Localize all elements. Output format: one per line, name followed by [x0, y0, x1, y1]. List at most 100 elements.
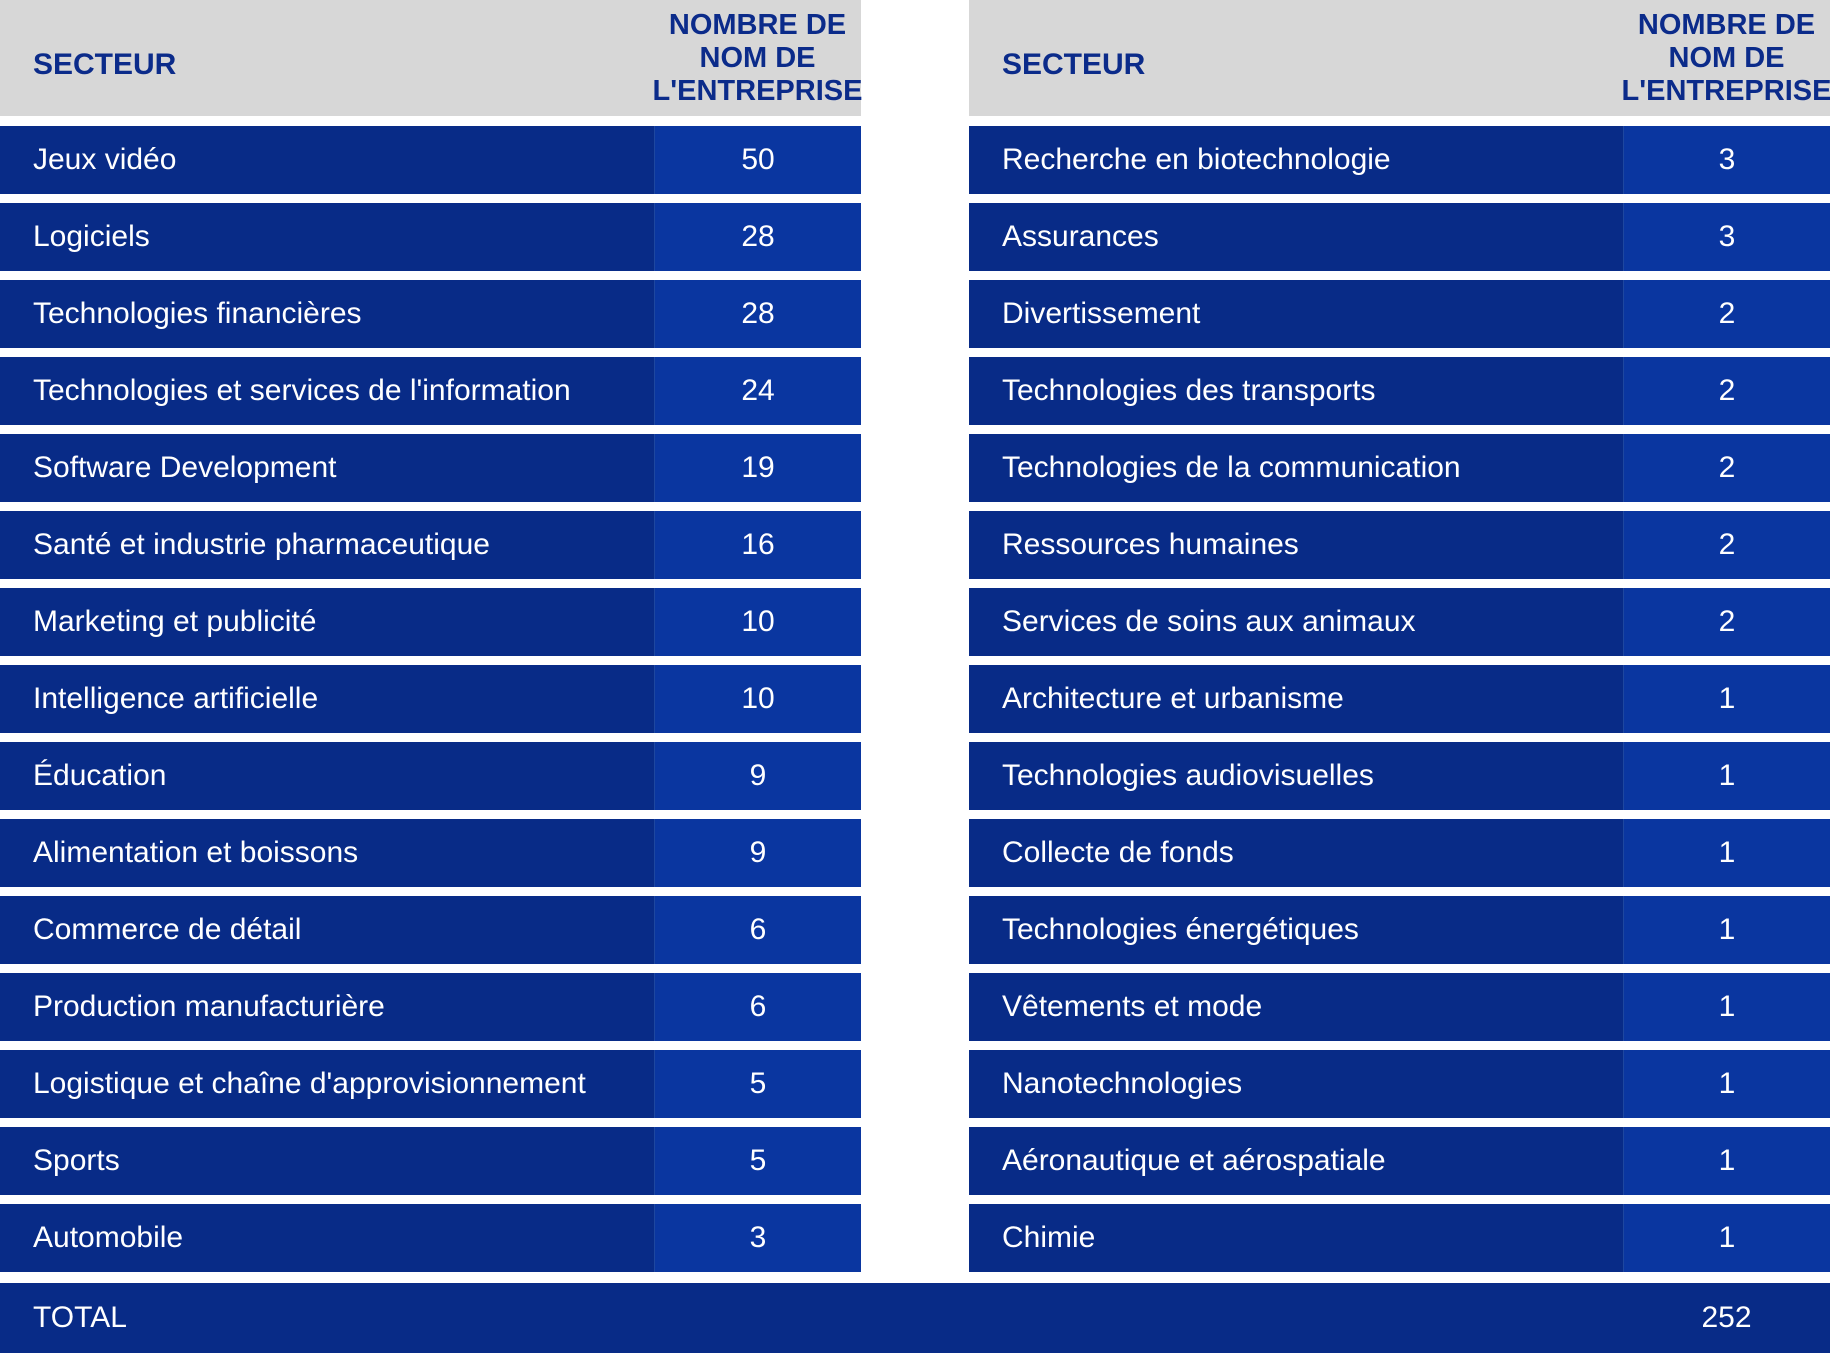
sector-cell: Recherche en biotechnologie — [969, 126, 1623, 194]
company-count-cell: 10 — [654, 588, 861, 656]
table-row: Recherche en biotechnologie 3 — [969, 126, 1830, 194]
company-count-cell: 2 — [1623, 511, 1830, 579]
table-row: Vêtements et mode 1 — [969, 973, 1830, 1041]
company-count-cell: 2 — [1623, 434, 1830, 502]
sector-table-left: SECTEUR NOMBRE DE NOM DE L'ENTREPRISE Je… — [0, 0, 863, 1281]
company-count-cell: 1 — [1623, 742, 1830, 810]
sector-cell: Éducation — [0, 742, 654, 810]
table-body: Recherche en biotechnologie 3 Assurances 3 D… — [969, 126, 1830, 1272]
company-count-cell: 9 — [654, 819, 861, 887]
table-row: Ressources humaines 2 — [969, 511, 1830, 579]
table-row: Automobile 3 — [0, 1204, 861, 1272]
sector-cell: Intelligence artificielle — [0, 665, 654, 733]
company-count-column-header: NOMBRE DE NOM DE L'ENTREPRISE — [1621, 8, 1830, 107]
company-count-cell: 19 — [654, 434, 861, 502]
sector-cell: Automobile — [0, 1204, 654, 1272]
sector-cell: Alimentation et boissons — [0, 819, 654, 887]
sector-cell: Assurances — [969, 203, 1623, 271]
table-row: Éducation 9 — [0, 742, 861, 810]
table-row: Technologies de la communication 2 — [969, 434, 1830, 502]
sector-cell: Technologies et services de l'informatio… — [0, 357, 654, 425]
total-row: TOTAL 252 — [0, 1283, 1830, 1353]
company-count-cell: 1 — [1623, 819, 1830, 887]
sector-cell: Chimie — [969, 1204, 1623, 1272]
table-row: Nanotechnologies 1 — [969, 1050, 1830, 1118]
table-row: Sports 5 — [0, 1127, 861, 1195]
sector-cell: Marketing et publicité — [0, 588, 654, 656]
sector-cell: Technologies audiovisuelles — [969, 742, 1623, 810]
sector-cell: Santé et industrie pharmaceutique — [0, 511, 654, 579]
table-row: Technologies audiovisuelles 1 — [969, 742, 1830, 810]
sector-cell: Vêtements et mode — [969, 973, 1623, 1041]
table-row: Santé et industrie pharmaceutique 16 — [0, 511, 861, 579]
sector-cell: Divertissement — [969, 280, 1623, 348]
company-count-cell: 3 — [1623, 126, 1830, 194]
sector-cell: Aéronautique et aérospatiale — [969, 1127, 1623, 1195]
sector-cell: Ressources humaines — [969, 511, 1623, 579]
sector-cell: Technologies financières — [0, 280, 654, 348]
table-row: Alimentation et boissons 9 — [0, 819, 861, 887]
sector-cell: Commerce de détail — [0, 896, 654, 964]
table-row: Technologies financières 28 — [0, 280, 861, 348]
table-row: Software Development 19 — [0, 434, 861, 502]
sector-cell: Logiciels — [0, 203, 654, 271]
table-row: Intelligence artificielle 10 — [0, 665, 861, 733]
company-count-cell: 16 — [654, 511, 861, 579]
table-row: Technologies des transports 2 — [969, 357, 1830, 425]
table-row: Chimie 1 — [969, 1204, 1830, 1272]
table-row: Aéronautique et aérospatiale 1 — [969, 1127, 1830, 1195]
sector-cell: Logistique et chaîne d'approvisionnement — [0, 1050, 654, 1118]
company-count-cell: 1 — [1623, 1127, 1830, 1195]
sector-cell: Technologies énergétiques — [969, 896, 1623, 964]
table-row: Technologies énergétiques 1 — [969, 896, 1830, 964]
company-count-cell: 6 — [654, 896, 861, 964]
company-count-cell: 3 — [654, 1204, 861, 1272]
sector-cell: Software Development — [0, 434, 654, 502]
table-row: Production manufacturière 6 — [0, 973, 861, 1041]
table-row: Technologies et services de l'informatio… — [0, 357, 861, 425]
table-row: Architecture et urbanisme 1 — [969, 665, 1830, 733]
sector-cell: Technologies de la communication — [969, 434, 1623, 502]
company-count-cell: 28 — [654, 203, 861, 271]
company-count-column-header: NOMBRE DE NOM DE L'ENTREPRISE — [652, 8, 863, 107]
sector-cell: Nanotechnologies — [969, 1050, 1623, 1118]
sector-column-header: SECTEUR — [33, 48, 177, 81]
table-row: Commerce de détail 6 — [0, 896, 861, 964]
company-count-cell: 9 — [654, 742, 861, 810]
table-header: SECTEUR NOMBRE DE NOM DE L'ENTREPRISE — [0, 0, 863, 116]
company-count-cell: 6 — [654, 973, 861, 1041]
company-count-cell: 10 — [654, 665, 861, 733]
company-count-cell: 5 — [654, 1127, 861, 1195]
sector-table-right: SECTEUR NOMBRE DE NOM DE L'ENTREPRISE Re… — [969, 0, 1830, 1281]
table-row: Logistique et chaîne d'approvisionnement… — [0, 1050, 861, 1118]
company-count-cell: 3 — [1623, 203, 1830, 271]
table-row: Jeux vidéo 50 — [0, 126, 861, 194]
company-count-cell: 1 — [1623, 665, 1830, 733]
sector-cell: Architecture et urbanisme — [969, 665, 1623, 733]
sector-cell: Services de soins aux animaux — [969, 588, 1623, 656]
total-value: 252 — [1701, 1301, 1752, 1334]
sector-column-header: SECTEUR — [1002, 48, 1146, 81]
table-row: Marketing et publicité 10 — [0, 588, 861, 656]
company-count-cell: 2 — [1623, 280, 1830, 348]
sector-cell: Production manufacturière — [0, 973, 654, 1041]
table-header: SECTEUR NOMBRE DE NOM DE L'ENTREPRISE — [969, 0, 1830, 116]
company-count-cell: 5 — [654, 1050, 861, 1118]
company-count-cell: 24 — [654, 357, 861, 425]
sector-cell: Sports — [0, 1127, 654, 1195]
table-row: Services de soins aux animaux 2 — [969, 588, 1830, 656]
sector-cell: Collecte de fonds — [969, 819, 1623, 887]
company-count-cell: 2 — [1623, 357, 1830, 425]
company-count-cell: 1 — [1623, 896, 1830, 964]
table-row: Collecte de fonds 1 — [969, 819, 1830, 887]
total-label: TOTAL — [33, 1301, 127, 1334]
company-count-cell: 50 — [654, 126, 861, 194]
sector-cell: Jeux vidéo — [0, 126, 654, 194]
table-body: Jeux vidéo 50 Logiciels 28 Technologies fina… — [0, 126, 861, 1272]
company-count-cell: 28 — [654, 280, 861, 348]
table-row: Divertissement 2 — [969, 280, 1830, 348]
company-count-cell: 1 — [1623, 973, 1830, 1041]
table-row: Logiciels 28 — [0, 203, 861, 271]
company-count-cell: 2 — [1623, 588, 1830, 656]
company-count-cell: 1 — [1623, 1050, 1830, 1118]
